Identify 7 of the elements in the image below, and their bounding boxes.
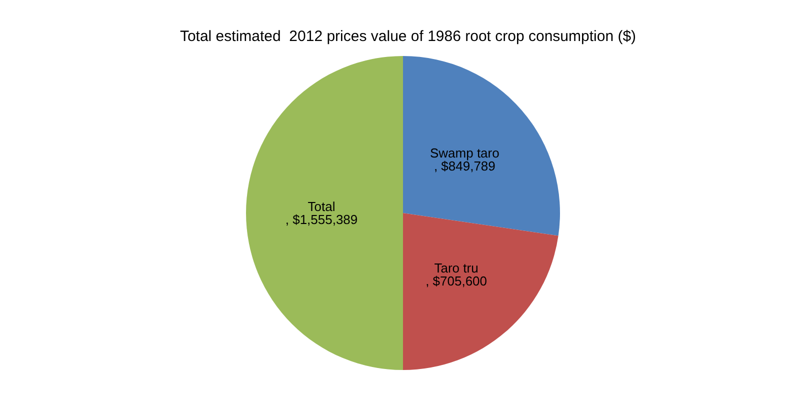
data-label: , $705,600 [426,274,488,289]
data-label: , $1,555,389 [285,212,358,227]
data-label: , $849,789 [434,158,496,174]
slice-label: Total [308,199,336,214]
chart-title: Total estimated 2012 prices value of 1986 root crop consumption ($) [180,28,636,45]
slice-label: Swamp taro [430,146,500,161]
slice-label: Taro tru [434,260,478,276]
